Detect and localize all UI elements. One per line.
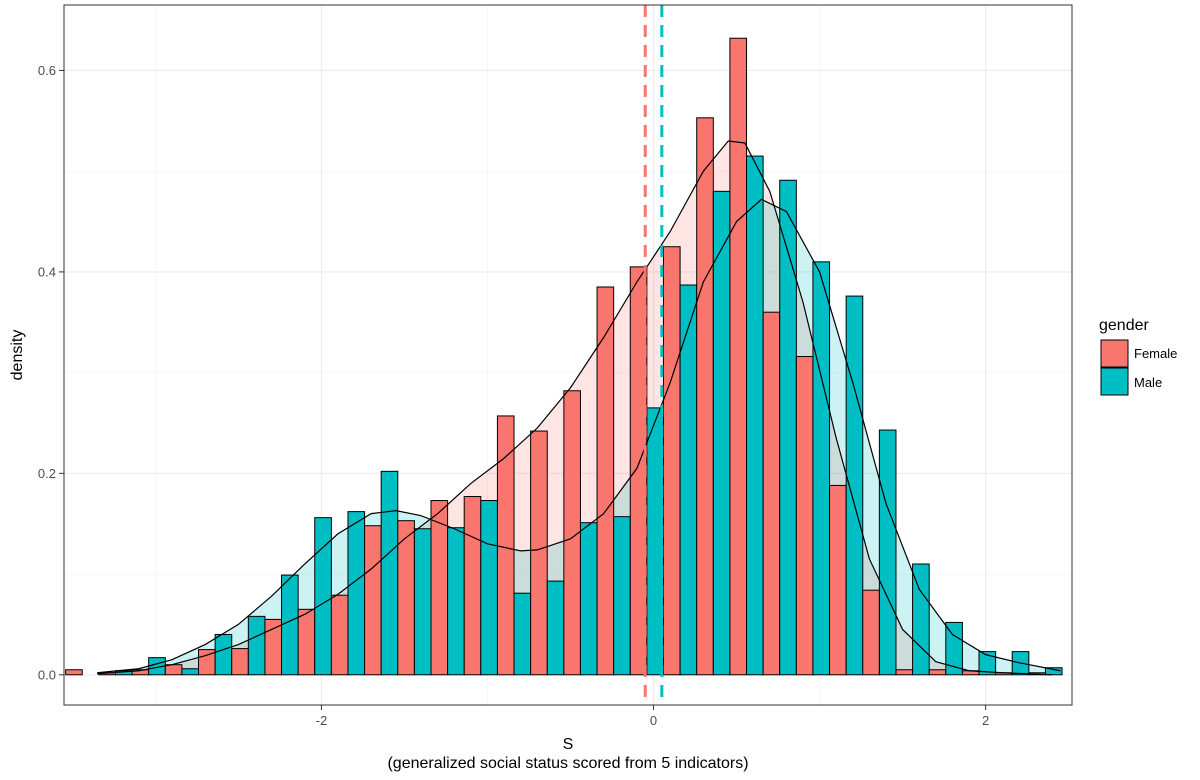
histogram-bars: [65, 37, 1063, 676]
plot-border: [63, 4, 1073, 706]
bar-male: [347, 511, 366, 676]
y-axis-ticks: 0.0 0.2 0.4 0.6: [38, 63, 64, 682]
x-tick-label: -2: [316, 713, 328, 728]
bar-female: [231, 648, 249, 676]
bar-female: [762, 311, 781, 676]
bar-female: [795, 356, 814, 676]
bar-female: [729, 37, 748, 676]
bar-female: [530, 430, 548, 676]
bar-male: [314, 517, 332, 676]
bar-female: [297, 608, 316, 676]
x-tick-label: 0: [650, 713, 657, 728]
legend-label-female: Female: [1134, 346, 1177, 361]
bar-male: [712, 190, 731, 676]
bar-male: [247, 615, 266, 676]
bar-male: [447, 527, 465, 676]
bar-male: [912, 563, 930, 676]
density-lines: [97, 140, 1061, 676]
bar-female: [496, 415, 515, 676]
bar-male: [613, 516, 631, 676]
bar-male: [413, 528, 432, 676]
bar-female: [662, 246, 681, 676]
bar-female: [430, 500, 449, 676]
bar-female: [596, 286, 615, 676]
bar-female: [164, 664, 183, 676]
legend: gender Female Male: [1099, 317, 1177, 396]
bar-male: [978, 651, 997, 676]
bar-female: [65, 669, 83, 676]
density-line-male: [97, 198, 1061, 674]
bar-male: [779, 179, 797, 676]
bar-male: [579, 522, 598, 676]
bar-female: [696, 117, 714, 676]
bar-female: [364, 525, 382, 676]
bar-male: [1044, 667, 1063, 676]
bar-male: [281, 574, 299, 676]
y-tick-label: 0.6: [38, 63, 56, 78]
bar-female: [862, 589, 880, 676]
bar-male: [181, 668, 200, 676]
x-axis-ticks: -2 0 2: [316, 705, 989, 728]
bar-female: [895, 669, 914, 676]
bar-female: [330, 594, 349, 676]
legend-key-male: [1100, 367, 1129, 396]
legend-key-female: [1100, 339, 1129, 368]
mean-lines: [643, 5, 664, 705]
bar-male: [878, 429, 897, 676]
bar-female: [928, 669, 947, 676]
bar-female: [463, 496, 482, 676]
bar-male: [845, 295, 864, 676]
bar-male: [945, 621, 963, 676]
x-tick-label: 2: [982, 713, 989, 728]
bar-female: [264, 618, 283, 676]
x-axis-title: S: [563, 736, 574, 753]
y-tick-label: 0.0: [38, 667, 56, 682]
bar-male: [812, 261, 831, 676]
y-tick-label: 0.4: [38, 264, 56, 279]
bar-male: [546, 580, 565, 676]
bar-male: [380, 470, 399, 676]
bar-male: [214, 633, 233, 676]
bar-female: [397, 520, 415, 676]
legend-title: gender: [1099, 317, 1149, 334]
bar-female: [829, 484, 847, 676]
y-tick-label: 0.2: [38, 466, 56, 481]
density-line-female: [97, 140, 1053, 676]
bar-male: [513, 592, 532, 676]
x-axis-subtitle: (generalized social status scored from 5…: [387, 755, 748, 772]
legend-label-male: Male: [1134, 375, 1162, 390]
y-axis-title: density: [9, 330, 26, 381]
bar-male: [746, 155, 764, 676]
bar-male: [480, 500, 498, 676]
